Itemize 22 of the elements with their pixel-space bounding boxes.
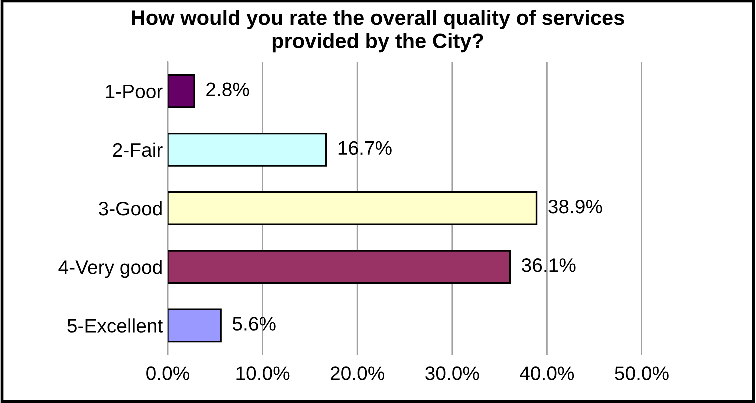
y-tick-label: 5-Excellent bbox=[68, 318, 163, 333]
bar bbox=[168, 250, 512, 284]
data-label: 16.7% bbox=[338, 141, 392, 156]
bar bbox=[168, 132, 328, 167]
x-tick-label: 50.0% bbox=[615, 366, 669, 380]
x-tick-label: 20.0% bbox=[331, 366, 384, 380]
data-label: 36.1% bbox=[522, 258, 576, 272]
y-tick-label: 3-Good bbox=[99, 201, 162, 216]
x-tick-label: 40.0% bbox=[520, 366, 574, 380]
chart-title: How would you rate the overall quality of services provided by the City? bbox=[132, 10, 624, 53]
bar bbox=[168, 74, 196, 108]
data-label: 2.8% bbox=[206, 82, 250, 97]
bar bbox=[168, 192, 538, 226]
y-tick-label: 1-Poor bbox=[106, 84, 163, 99]
bar bbox=[168, 308, 222, 343]
x-tick-label: 10.0% bbox=[236, 366, 290, 380]
data-label: 5.6% bbox=[232, 317, 276, 331]
y-tick-label: 4-Very good bbox=[58, 260, 162, 278]
x-tick-label: 0.0% bbox=[146, 366, 190, 380]
y-tick-label: 2-Fair bbox=[113, 142, 163, 158]
data-label: 38.9% bbox=[548, 200, 602, 214]
x-tick-label: 30.0% bbox=[426, 366, 480, 380]
